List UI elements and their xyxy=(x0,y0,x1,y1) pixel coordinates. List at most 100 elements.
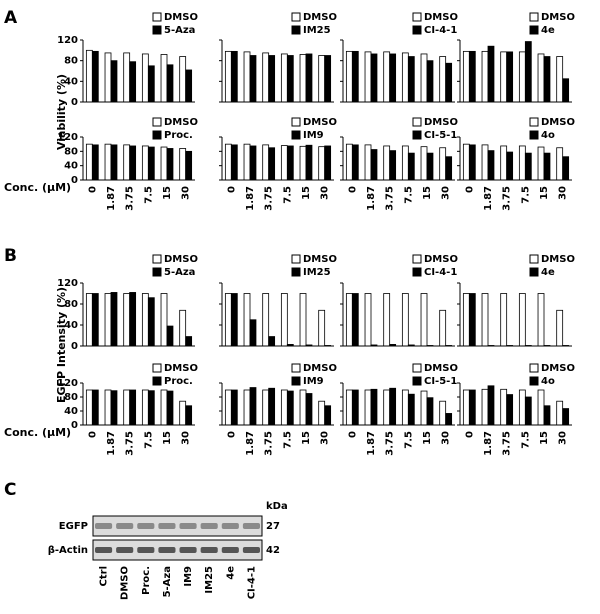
bar xyxy=(243,389,251,426)
x-tick-label: 1.87 xyxy=(366,431,377,456)
legend-swatch xyxy=(412,130,422,140)
x-tick-label: 0 xyxy=(87,186,98,193)
bar xyxy=(110,144,118,181)
legend-label: IM25 xyxy=(303,25,331,36)
bar xyxy=(468,293,476,347)
x-tick-label: 7.5 xyxy=(403,431,414,449)
bar xyxy=(185,336,193,347)
bar xyxy=(305,144,313,181)
bar xyxy=(543,56,551,103)
x-tick-label: 7.5 xyxy=(403,186,414,204)
bar xyxy=(468,389,476,426)
bar xyxy=(166,390,174,426)
bar xyxy=(147,390,155,426)
bar xyxy=(518,293,526,347)
bar xyxy=(85,143,93,181)
legend-swatch xyxy=(412,254,422,264)
bar xyxy=(160,146,168,181)
lane-label: DMSO xyxy=(120,566,131,600)
blot-band xyxy=(158,547,176,553)
bar xyxy=(286,55,294,103)
lane-label: IM25 xyxy=(204,566,215,594)
bar xyxy=(351,293,359,347)
bar xyxy=(262,52,270,103)
bar xyxy=(123,389,131,426)
blot-band xyxy=(95,547,113,553)
legend-label: CI-4-1 xyxy=(424,267,457,278)
bar xyxy=(243,143,251,181)
blot-band xyxy=(179,523,197,529)
x-tick-label: 15 xyxy=(301,186,312,200)
x-tick-label: 0 xyxy=(347,431,358,438)
bar xyxy=(401,52,409,103)
bar xyxy=(543,152,551,181)
bar xyxy=(280,53,288,103)
bar xyxy=(445,156,453,181)
y-tick-label: 0 xyxy=(71,97,78,108)
x-tick-label: 1.87 xyxy=(245,431,256,456)
bar xyxy=(537,53,545,103)
bar xyxy=(85,389,93,426)
legend-label: IM25 xyxy=(303,267,331,278)
x-tick-label: 7.5 xyxy=(520,186,531,204)
bar xyxy=(166,148,174,181)
bar xyxy=(537,293,545,347)
bar xyxy=(351,50,359,103)
y-tick-label: 120 xyxy=(57,278,78,289)
bar xyxy=(439,309,447,347)
legend-swatch xyxy=(412,267,422,277)
bar xyxy=(268,387,276,426)
bar xyxy=(243,51,251,103)
x-tick-label: 30 xyxy=(320,186,331,200)
bar xyxy=(249,55,257,103)
y-tick-label: 0 xyxy=(71,175,78,186)
bar xyxy=(160,389,168,426)
bar xyxy=(407,393,415,426)
bar xyxy=(123,52,131,103)
bar xyxy=(147,146,155,181)
bar xyxy=(129,61,137,103)
bar xyxy=(537,389,545,426)
legend-label: DMSO xyxy=(424,12,458,23)
legend-swatch xyxy=(291,267,301,277)
y-tick-label: 0 xyxy=(71,341,78,352)
bar xyxy=(318,309,326,347)
bar xyxy=(160,293,168,347)
bar xyxy=(262,144,270,181)
x-tick-label: 3.75 xyxy=(502,186,513,211)
legend-label: DMSO xyxy=(164,363,198,374)
bar xyxy=(389,387,397,426)
y-tick-label: 40 xyxy=(64,406,78,417)
x-tick-label: 0 xyxy=(347,186,358,193)
x-tick-label: 0 xyxy=(226,431,237,438)
blot-band xyxy=(95,523,113,529)
bar xyxy=(345,143,353,181)
lane-label: Proc. xyxy=(141,566,152,595)
size-label: 27 xyxy=(266,521,280,532)
x-tick-label: 30 xyxy=(181,431,192,445)
bar xyxy=(487,150,495,181)
bar xyxy=(299,54,307,103)
y-tick-label: 40 xyxy=(64,76,78,87)
x-tick-label: 7.5 xyxy=(143,431,154,449)
legend-swatch xyxy=(291,130,301,140)
bar xyxy=(439,400,447,426)
y-tick-label: 120 xyxy=(57,378,78,389)
legend-label: Proc. xyxy=(164,130,193,141)
bar xyxy=(262,389,270,426)
legend-label: DMSO xyxy=(424,254,458,265)
blot-band xyxy=(137,547,155,553)
bar xyxy=(249,145,257,181)
blot-band xyxy=(137,523,155,529)
bar xyxy=(481,50,489,103)
legend-swatch xyxy=(529,254,539,264)
legend-label: DMSO xyxy=(303,117,337,128)
bar xyxy=(468,50,476,103)
blot-band xyxy=(200,523,218,529)
bar xyxy=(129,389,137,426)
bar xyxy=(141,53,149,103)
bar xyxy=(91,144,99,181)
bar xyxy=(524,41,532,103)
legend-swatch xyxy=(291,376,301,386)
bar xyxy=(420,390,428,426)
